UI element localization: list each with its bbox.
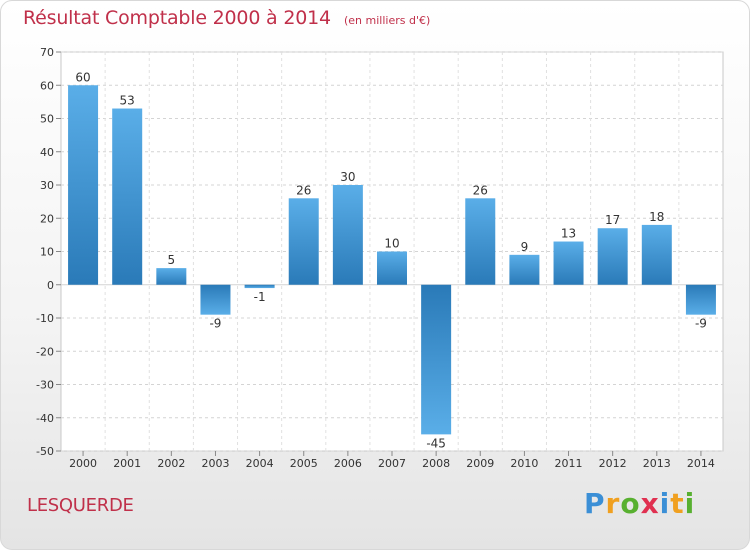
bar-layer: 60 53 5 -9 -1 26 30 10 -45 26 9 13 17 18 -9 <box>68 70 716 450</box>
bar <box>200 284 231 315</box>
bar-value-label: 18 <box>649 210 664 224</box>
bar-value-label: 26 <box>296 183 311 197</box>
chart-title: Résultat Comptable 2000 à 2014 <box>23 7 331 29</box>
bar-value-label: 10 <box>384 237 399 251</box>
chart-unit: (en milliers d'€) <box>343 14 431 27</box>
bar <box>509 254 540 285</box>
x-tick-label: 2004 <box>246 457 274 470</box>
y-tick-label: 50 <box>40 113 54 126</box>
bar-value-label: 30 <box>340 170 355 184</box>
logo-letter: i <box>659 487 671 520</box>
bar <box>421 284 452 435</box>
logo-letter: i <box>684 487 696 520</box>
commune-name: LESQUERDE <box>27 495 134 516</box>
bar <box>377 251 407 285</box>
bar <box>112 108 143 285</box>
y-tick-label: -40 <box>36 412 54 425</box>
bar <box>685 284 716 315</box>
bar <box>156 268 187 285</box>
bar-value-label: 9 <box>521 240 529 254</box>
y-tick-label: 30 <box>40 179 54 192</box>
bar-value-label: 13 <box>561 227 576 241</box>
y-tick-label: -10 <box>36 312 54 325</box>
x-tick-label: 2007 <box>378 457 406 470</box>
y-tick-label: -30 <box>36 379 54 392</box>
x-tick-label: 2011 <box>555 457 583 470</box>
logo-letter: o <box>620 487 641 520</box>
bar <box>68 85 99 285</box>
x-tick-layer: 2000 2001 2002 2003 2004 2005 2006 2007 2008 2009… <box>69 451 715 470</box>
logo-letter: P <box>584 487 606 520</box>
x-tick-label: 2000 <box>69 457 97 470</box>
y-tick-label: 60 <box>40 79 54 92</box>
x-tick-label: 2005 <box>290 457 318 470</box>
bar-value-label: -9 <box>695 317 707 331</box>
x-tick-label: 2002 <box>157 457 185 470</box>
y-tick-label: 10 <box>40 246 54 259</box>
y-tick-label: -50 <box>36 445 54 458</box>
x-tick-label: 2003 <box>201 457 229 470</box>
x-tick-label: 2001 <box>113 457 141 470</box>
x-tick-label: 2008 <box>422 457 450 470</box>
bar <box>553 241 584 285</box>
bar-value-label: 5 <box>168 253 176 267</box>
bar-value-label: -9 <box>209 317 221 331</box>
bar-value-label: -45 <box>426 436 446 450</box>
x-tick-label: 2006 <box>334 457 362 470</box>
logo-letter: t <box>670 487 685 520</box>
logo-letter: r <box>605 487 621 520</box>
logo-letter: x <box>640 487 660 520</box>
bar-value-label: 17 <box>605 213 620 227</box>
x-tick-label: 2009 <box>466 457 494 470</box>
bar <box>288 198 319 285</box>
y-tick-label: 20 <box>40 212 54 225</box>
x-tick-label: 2013 <box>643 457 671 470</box>
bar <box>244 284 275 289</box>
proxiti-logo: Proxiti <box>584 487 695 520</box>
bar <box>332 185 363 285</box>
y-tick-label: 0 <box>47 279 54 292</box>
x-tick-label: 2014 <box>687 457 715 470</box>
bar <box>641 224 672 285</box>
bar <box>597 228 628 285</box>
bar-value-label: 26 <box>473 183 488 197</box>
x-tick-label: 2010 <box>510 457 538 470</box>
y-tick-layer: 70 60 50 40 30 20 10 0 -10 -20 -30 -40 -50 <box>36 46 61 458</box>
chart-title-line: Résultat Comptable 2000 à 2014 (en milli… <box>23 7 430 29</box>
bar-value-label: 53 <box>120 94 135 108</box>
bar <box>465 198 496 285</box>
y-tick-label: 40 <box>40 146 54 159</box>
bar-value-label: -1 <box>254 290 266 304</box>
y-tick-label: -20 <box>36 345 54 358</box>
x-tick-label: 2012 <box>599 457 627 470</box>
bar-value-label: 60 <box>75 70 90 84</box>
y-tick-label: 70 <box>40 46 54 59</box>
